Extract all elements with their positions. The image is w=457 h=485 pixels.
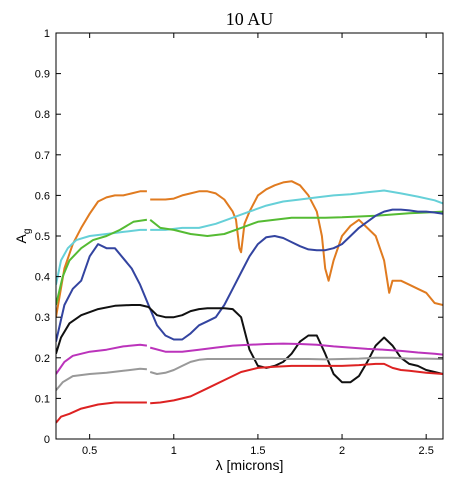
series-layer <box>56 180 443 424</box>
ticks-layer: 0.5 1 1.5 2 2.5 0 0.1 0.2 0.3 0.4 0.5 0.6 0.7 0.8 0.9 1 <box>35 28 443 457</box>
y-tick-label: 0.7 <box>35 150 50 162</box>
x-tick-label: 1.5 <box>250 445 265 457</box>
x-axis-label: λ [microns] <box>216 457 284 473</box>
x-tick-label: 0.5 <box>82 445 97 457</box>
y-tick-label: 0.8 <box>35 109 50 121</box>
series-line-6 <box>149 342 443 356</box>
series-line-3 <box>149 210 443 237</box>
series-line-2 <box>56 228 147 285</box>
y-tick-label: 0.9 <box>35 69 50 81</box>
x-tick-label: 2.5 <box>419 445 434 457</box>
series-line-7 <box>149 356 443 375</box>
series-line-4 <box>56 208 443 342</box>
series-line-1 <box>56 190 147 318</box>
series-line-7 <box>56 367 147 391</box>
y-tick-label: 1 <box>44 28 50 40</box>
series-line-1 <box>150 180 443 306</box>
y-axis-label-subscript: g <box>22 229 33 235</box>
chart-title: 10 AU <box>226 9 274 29</box>
y-tick-label: 0.4 <box>35 272 50 284</box>
y-tick-label: 0 <box>44 434 50 446</box>
y-tick-label: 0.1 <box>35 393 50 405</box>
y-axis-label-main: A <box>13 233 29 243</box>
series-line-2 <box>150 189 443 231</box>
series-line-8 <box>150 362 443 405</box>
series-line-3 <box>56 218 148 306</box>
y-axis-label-group: Ag <box>13 229 33 244</box>
y-tick-label: 0.6 <box>35 190 50 202</box>
x-tick-label: 1 <box>171 445 177 457</box>
y-tick-label: 0.3 <box>35 312 50 324</box>
y-tick-label: 0.2 <box>35 353 50 365</box>
y-axis-label: Ag <box>13 229 33 244</box>
series-line-8 <box>56 401 147 424</box>
series-line-6 <box>56 343 148 375</box>
x-tick-label: 2 <box>339 445 345 457</box>
plot-frame <box>55 32 444 440</box>
y-tick-label: 0.5 <box>35 231 50 243</box>
